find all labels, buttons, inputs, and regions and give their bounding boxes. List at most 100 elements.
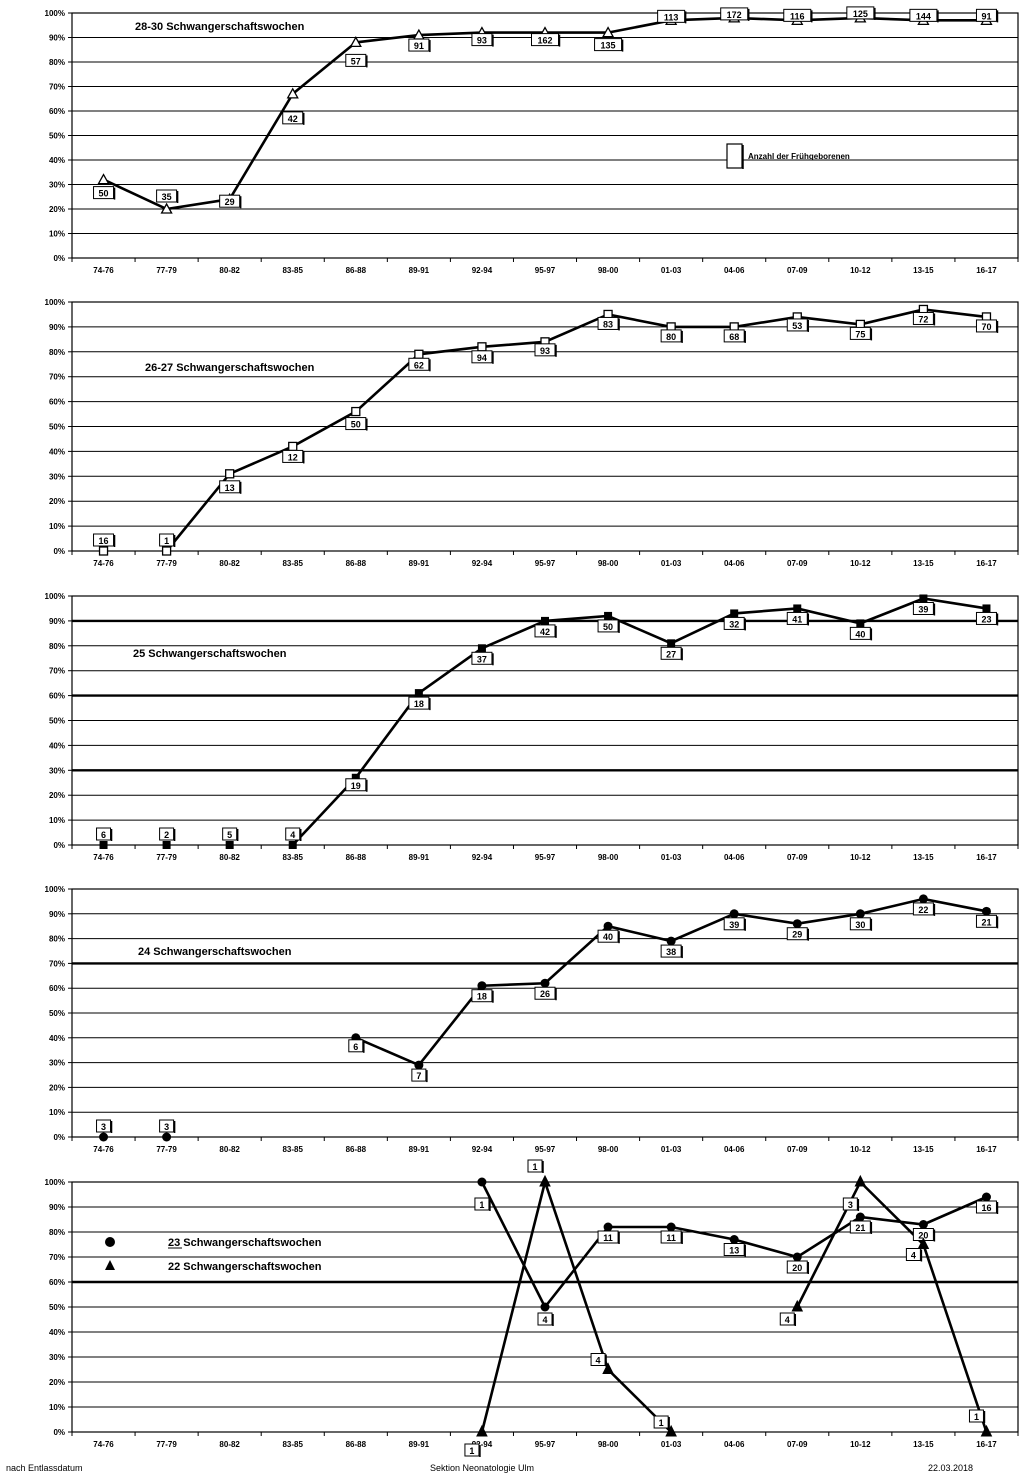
panel-2-series-1-count-label-box	[849, 326, 871, 340]
panel-4-series-1-count-label: 40	[597, 929, 620, 944]
panel-2-title: 26-27 Schwangerschaftswochen	[145, 362, 315, 374]
panel-5-series-2-line	[796, 1179, 988, 1433]
panel-1-x-tick-label: 80-82	[219, 266, 240, 275]
panel-4-x-tick-label: 77-79	[156, 1145, 177, 1154]
panel-5-series-1-count-label-box	[786, 1260, 808, 1274]
panel-2-y-tick-label: 70%	[49, 373, 65, 382]
panel-4-series-1-marker	[99, 1132, 109, 1142]
panel-5-y-tick-label: 20%	[49, 1378, 65, 1387]
panel-3-series-1-marker	[162, 841, 171, 849]
panel-1-series-1-count-label-box	[594, 38, 623, 52]
panel-2-series-1-marker	[161, 546, 172, 556]
panel-2-series-1-count-label: 83	[597, 316, 620, 331]
panel-3-series-1-count-label: 4	[285, 827, 302, 841]
panel-5-series-2-count-label-text: 1	[974, 1412, 979, 1422]
panel-4-series-1-count-label-text: 30	[855, 920, 865, 930]
panel-1-x-tick-label: 07-09	[787, 266, 808, 275]
panel-4-y-tick-label: 80%	[49, 935, 65, 944]
panel-4-series-1-count-label-box	[849, 917, 871, 931]
panel-3-x-tick-label: 83-85	[282, 853, 303, 862]
panel-5-series-2-marker	[665, 1424, 677, 1437]
panel-5-y-tick-label: 80%	[49, 1228, 65, 1237]
panel-2-series-1-count-label-text: 72	[918, 314, 928, 324]
panel-5-series-2-count-label-text: 1	[659, 1418, 664, 1428]
panel-3-series-1-count-label-box	[345, 778, 367, 792]
panel-1-legend-text: Anzahl der Frühgeborenen	[748, 152, 850, 161]
panel-2-series-1-count-label-text: 94	[477, 353, 487, 363]
panel-2-series-1-marker	[288, 441, 298, 452]
panel-4-series-1-count-label: 26	[534, 986, 557, 1001]
panel-2-y-tick-label: 80%	[49, 348, 65, 357]
panel-5-x-tick-label: 92-94	[472, 1440, 493, 1449]
panel-3-series-1-count-label-box	[597, 619, 619, 633]
panel-5-series-1-count-label-box	[660, 1230, 682, 1244]
panel-5-x-tick-label: 83-85	[282, 1440, 303, 1449]
panel-3-series-1-count-label-text: 50	[603, 622, 613, 632]
panel-1-x-tick-label: 13-15	[913, 266, 934, 275]
panel-3-series-1-count-label-box	[660, 646, 682, 660]
panel-3-series-1-count-label-box	[912, 601, 934, 615]
panel-3-series-1-marker	[856, 619, 865, 628]
panel-4-plot-frame	[71, 888, 1019, 1138]
panel-1-series-1-count-label-text: 91	[981, 11, 991, 21]
panel-5-series-1-count-label: 11	[660, 1230, 683, 1244]
panel-3-series-1-count-label: 41	[786, 611, 810, 626]
panel-2-y-tick-label: 90%	[49, 323, 65, 332]
panel-4-x-tick-label: 80-82	[219, 1145, 240, 1154]
panel-4-x-tick-label: 98-00	[598, 1145, 619, 1154]
panel-2-series-1-count-label-box	[786, 318, 808, 332]
panel-3-series-1-count-label: 40	[849, 626, 873, 641]
panel-4-y-tick-label: 40%	[49, 1034, 65, 1043]
panel-1-series-1-count-label-box	[219, 194, 241, 208]
panel-2-y-tick-label: 100%	[45, 298, 65, 307]
panel-5-x-tick-label: 04-06	[724, 1440, 745, 1449]
panel-2-series-1-count-label-text: 93	[540, 346, 550, 356]
panel-5-x-tick-label: 98-00	[598, 1440, 619, 1449]
panel-2-series-1-count-label-box	[660, 329, 682, 343]
panel-3-series-1-count-label-text: 41	[792, 614, 802, 624]
panel-2-series-1-count-label: 53	[786, 318, 810, 332]
panel-1-series-1-marker	[160, 202, 173, 214]
panel-1-series-1-count-label: 93	[471, 33, 494, 47]
panel-2-x-tick-label: 98-00	[598, 559, 619, 568]
panel-4-x-tick-label: 92-94	[472, 1145, 493, 1154]
panel-3-series-1-count-label-box	[96, 827, 112, 841]
panel-3-x-tick-label: 95-97	[535, 853, 556, 862]
panel-5-x-tick-label: 10-12	[850, 1440, 871, 1449]
panel-5-series-1-marker	[792, 1252, 802, 1262]
panel-5-series-2-count-label: 1	[527, 1159, 544, 1173]
panel-4-series-1-count-label-text: 3	[164, 1122, 169, 1132]
panel-5-series-1-count-label: 20	[786, 1260, 810, 1274]
panel-1-series-1-count-label-text: 125	[853, 9, 868, 19]
panel-2-y-tick-label: 30%	[49, 472, 65, 481]
panel-3-series-1-count-label-text: 4	[290, 830, 295, 840]
panel-4-series-1-count-label-box	[597, 929, 619, 943]
panel-2-x-tick-label: 07-09	[787, 559, 808, 568]
panel-5-series-2-marker	[602, 1362, 614, 1374]
panel-4-x-tick-label: 95-97	[535, 1145, 556, 1154]
panel-3-x-tick-label: 04-06	[724, 853, 745, 862]
panel-3-y-tick-label: 70%	[49, 667, 65, 676]
panel-3-x-tick-label: 89-91	[409, 853, 430, 862]
panel-5-series-2-count-label-box	[464, 1443, 480, 1457]
panel-1-series-1-count-label-text: 93	[477, 36, 487, 46]
panel-1-series-1-count-label: 113	[657, 9, 687, 24]
panel-5-series-1-marker	[666, 1222, 676, 1232]
panel-4-series-1-count-label: 7	[411, 1068, 428, 1083]
panel-2-series-1-count-label: 68	[723, 329, 746, 343]
panel-5-legend-text: 22 Schwangerschaftswochen	[168, 1261, 322, 1273]
panel-4-series-1-count-label-text: 39	[729, 920, 739, 930]
panel-5-series-2-count-label-text: 1	[469, 1446, 474, 1456]
panel-5-series-1-count-label: 20	[912, 1228, 936, 1242]
panel-4-series-1-count-label-text: 18	[477, 992, 487, 1002]
panel-3-series-1-count-label-box	[408, 696, 430, 710]
panel-4-series-1-count-label: 29	[786, 927, 810, 941]
panel-5-series-2-count-label-box	[779, 1312, 795, 1326]
panel-3-series-1-count-label: 19	[345, 778, 368, 792]
panel-3-series-1-count-label: 18	[408, 696, 431, 711]
panel-4-y-tick-label: 50%	[49, 1009, 65, 1018]
panel-4-series-1-count-label: 22	[912, 902, 936, 916]
panel-1-series-1-count-label: 57	[345, 53, 368, 68]
panel-4-y-tick-label: 90%	[49, 910, 65, 919]
panel-4-series-1-marker	[981, 906, 991, 916]
